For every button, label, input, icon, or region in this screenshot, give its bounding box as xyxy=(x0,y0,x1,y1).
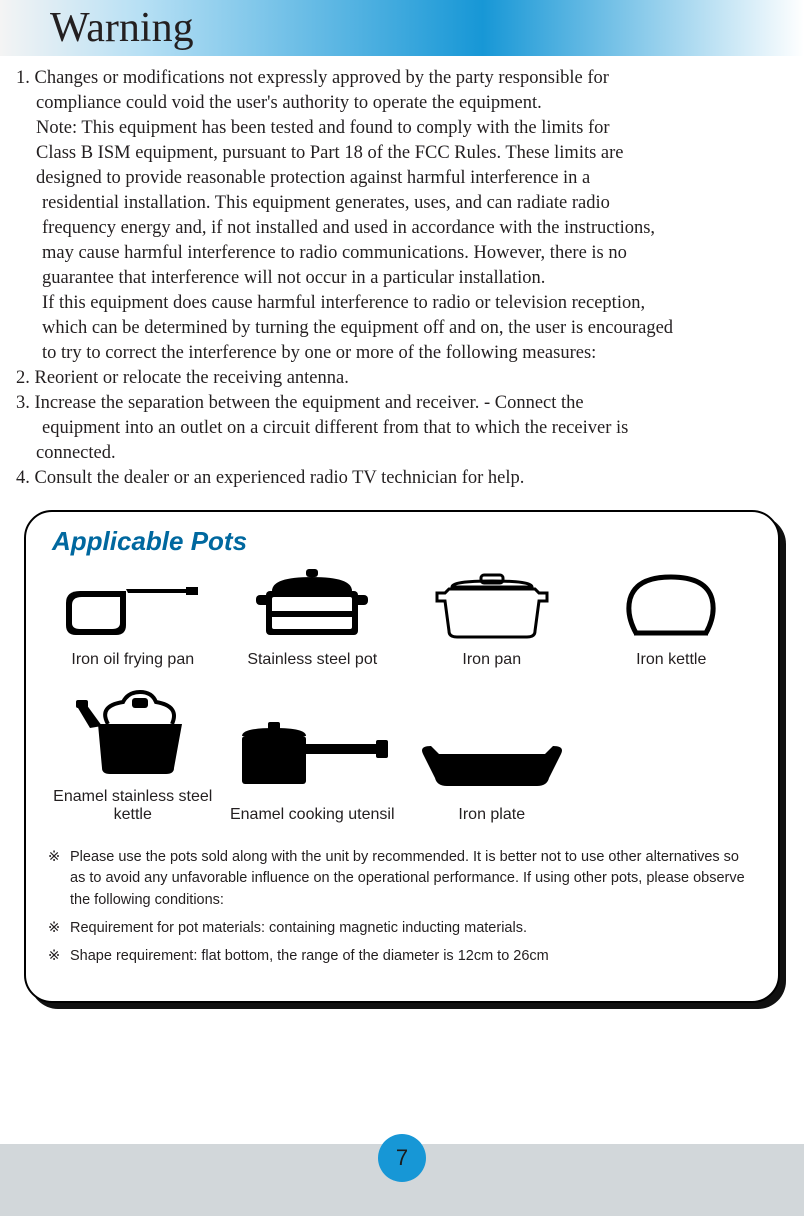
iron-kettle-icon xyxy=(616,567,726,641)
pot-label: Stainless steel pot xyxy=(247,651,377,669)
notes: ※ Please use the pots sold along with th… xyxy=(48,847,756,968)
pot-label: Enamel cooking utensil xyxy=(230,806,395,824)
pot-label: Enamel stainless steel kettle xyxy=(48,788,218,825)
pot-label: Iron oil frying pan xyxy=(71,651,194,669)
pot-label: Iron plate xyxy=(458,806,525,824)
line: frequency energy and, if not installed a… xyxy=(16,216,788,241)
box-content: Applicable Pots Iron oil frying pan xyxy=(24,510,780,1003)
line: to try to correct the interference by on… xyxy=(16,341,788,366)
page-title: Warning xyxy=(50,4,194,52)
note-text: Please use the pots sold along with the … xyxy=(70,847,756,912)
note-mark: ※ xyxy=(48,847,70,912)
line: designed to provide reasonable protectio… xyxy=(16,166,788,191)
note-text: Shape requirement: flat bottom, the rang… xyxy=(70,946,756,968)
box-title: Applicable Pots xyxy=(52,526,756,557)
applicable-pots-box: Applicable Pots Iron oil frying pan xyxy=(24,510,780,1003)
line: connected. xyxy=(16,441,788,466)
line: Class B ISM equipment, pursuant to Part … xyxy=(16,141,788,166)
line: may cause harmful interference to radio … xyxy=(16,241,788,266)
header-band: Warning xyxy=(0,0,804,56)
pots-grid: Iron oil frying pan Stainless steel pot xyxy=(48,567,756,824)
pot-item: Iron plate xyxy=(407,736,577,824)
note-mark: ※ xyxy=(48,918,70,940)
note-text: Requirement for pot materials: containin… xyxy=(70,918,756,940)
steel-pot-icon xyxy=(242,567,382,641)
line: equipment into an outlet on a circuit di… xyxy=(16,416,788,441)
pot-item: Iron oil frying pan xyxy=(48,577,218,669)
pot-item: Iron kettle xyxy=(587,567,757,669)
warning-body-text: 1. Changes or modifications not expressl… xyxy=(0,56,804,504)
note-row: ※ Shape requirement: flat bottom, the ra… xyxy=(48,946,756,968)
note-mark: ※ xyxy=(48,946,70,968)
line: Note: This equipment has been tested and… xyxy=(16,116,788,141)
pot-label: Iron pan xyxy=(462,651,521,669)
enamel-utensil-icon xyxy=(232,716,392,796)
page-number: 7 xyxy=(378,1134,426,1182)
line: 4. Consult the dealer or an experienced … xyxy=(16,466,788,491)
line: which can be determined by turning the e… xyxy=(16,316,788,341)
line: compliance could void the user's authori… xyxy=(16,91,788,116)
line: If this equipment does cause harmful int… xyxy=(16,291,788,316)
line: 3. Increase the separation between the e… xyxy=(16,391,788,416)
enamel-kettle-icon xyxy=(68,688,198,778)
note-row: ※ Requirement for pot materials: contain… xyxy=(48,918,756,940)
line: 2. Reorient or relocate the receiving an… xyxy=(16,366,788,391)
pot-item: Enamel cooking utensil xyxy=(228,716,398,824)
note-row: ※ Please use the pots sold along with th… xyxy=(48,847,756,912)
pot-item: Enamel stainless steel kettle xyxy=(48,688,218,825)
pot-item: Iron pan xyxy=(407,571,577,669)
line: guarantee that interference will not occ… xyxy=(16,266,788,291)
line: 1. Changes or modifications not expressl… xyxy=(16,66,788,91)
pot-item: Stainless steel pot xyxy=(228,567,398,669)
pot-label: Iron kettle xyxy=(636,651,706,669)
line: residential installation. This equipment… xyxy=(16,191,788,216)
iron-plate-icon xyxy=(417,736,567,796)
frying-pan-icon xyxy=(58,577,208,641)
iron-pan-icon xyxy=(427,571,557,641)
